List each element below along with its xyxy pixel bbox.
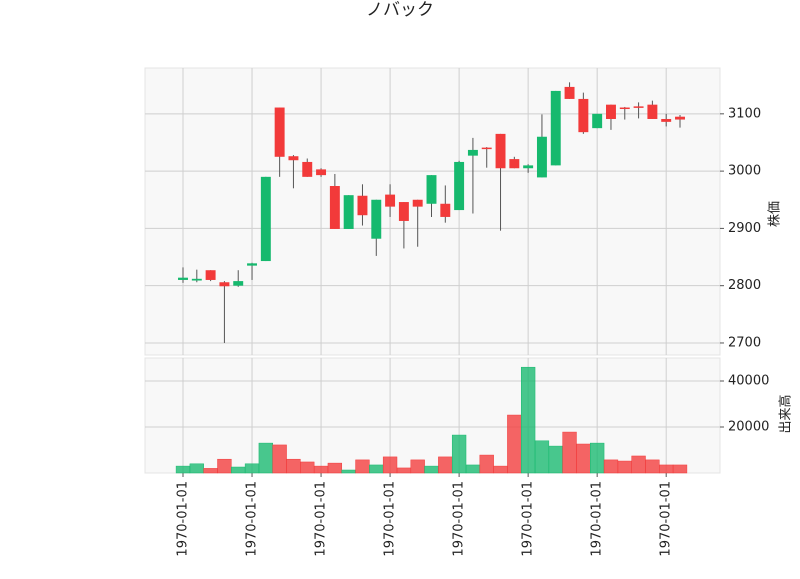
candle-body: [661, 118, 672, 122]
candle-body: [550, 90, 561, 166]
candle-body: [633, 106, 644, 108]
volume-bar: [341, 469, 356, 474]
candle-body: [675, 116, 685, 120]
x-tick-label: 1970-01-01: [590, 481, 605, 557]
volume-bar: [382, 456, 398, 474]
candle-body: [495, 133, 506, 169]
volume-bar: [410, 459, 425, 474]
volume-bar: [603, 459, 619, 474]
volume-bar: [548, 445, 563, 474]
volume-bar: [189, 463, 204, 474]
candle-body: [343, 195, 354, 229]
candle-body: [564, 86, 575, 99]
candle-body: [329, 186, 340, 229]
x-tick-label: 1970-01-01: [314, 481, 329, 557]
candle-body: [592, 113, 603, 129]
volume-bar: [203, 468, 218, 474]
candle-body: [219, 282, 230, 287]
volume-bar: [286, 458, 301, 474]
volume-bar: [355, 459, 370, 474]
volume-bar: [645, 459, 660, 474]
candle-body: [606, 104, 616, 119]
candle-body: [481, 147, 492, 150]
candle-body: [357, 195, 368, 216]
volume-bar: [258, 442, 273, 474]
y-tick-label: 3100: [728, 106, 761, 121]
volume-bar: [534, 440, 550, 474]
candle-body: [371, 199, 382, 239]
volume-tick-label: 20000: [728, 420, 769, 435]
candle-body: [260, 176, 271, 262]
volume-bar: [175, 465, 191, 474]
candle-body: [619, 107, 630, 110]
volume-bar: [231, 466, 246, 474]
candle-body: [454, 161, 465, 211]
volume-bar: [590, 442, 605, 474]
candle-body: [247, 263, 257, 266]
candle-body: [316, 169, 327, 176]
x-tick-label: 1970-01-01: [383, 481, 398, 557]
volume-bar: [672, 464, 688, 474]
volume-bar: [659, 464, 674, 474]
candle-body: [302, 161, 313, 177]
x-tick-label: 1970-01-01: [659, 481, 674, 557]
y-axis-label: 株価: [768, 201, 783, 227]
candle-body: [398, 202, 409, 221]
volume-bar: [493, 465, 508, 474]
volume-bar: [576, 443, 591, 474]
volume-bar: [507, 414, 522, 474]
candle-body: [274, 107, 285, 157]
y-tick-label: 2800: [728, 278, 761, 293]
candle-body: [426, 175, 437, 204]
candle-body: [178, 277, 188, 280]
candle-body: [440, 203, 451, 217]
volume-panel: [144, 357, 721, 474]
candle-body: [647, 104, 658, 119]
price-panel: [144, 67, 721, 356]
candle-body: [385, 194, 396, 207]
volume-bar: [272, 444, 287, 474]
volume-bar: [300, 461, 315, 474]
x-tick-label: 1970-01-01: [521, 481, 536, 557]
x-tick-label: 1970-01-01: [452, 481, 467, 557]
volume-axis-label: 出来高: [778, 394, 794, 433]
x-tick-label: 1970-01-01: [245, 481, 260, 557]
chart-title: ノバック: [366, 0, 434, 20]
volume-bar: [424, 465, 439, 474]
candle-body: [536, 136, 547, 178]
y-tick-label: 3000: [728, 164, 761, 179]
volume-bar: [631, 455, 646, 474]
x-tick-label: 1970-01-01: [176, 481, 191, 557]
candle-body: [578, 98, 589, 133]
candle-body: [191, 278, 202, 281]
candle-body: [233, 281, 244, 286]
volume-bar: [617, 460, 632, 474]
candle-body: [509, 159, 520, 169]
volume-bar: [313, 465, 329, 474]
candle-body: [205, 270, 216, 280]
candle-body: [412, 199, 423, 207]
volume-bar: [396, 467, 412, 474]
volume-bar: [520, 366, 536, 474]
volume-bar: [369, 464, 384, 474]
volume-bar: [479, 454, 494, 474]
volume-bar: [465, 464, 481, 474]
candle-body: [467, 149, 478, 156]
y-tick-label: 2900: [728, 221, 761, 236]
volume-bar: [451, 434, 467, 474]
candle-body: [288, 156, 299, 161]
volume-bar: [438, 456, 453, 474]
volume-bar: [327, 462, 343, 474]
volume-bar: [562, 431, 577, 474]
volume-bar: [217, 458, 232, 474]
volume-tick-label: 40000: [728, 374, 769, 389]
candle-body: [523, 165, 534, 169]
y-tick-label: 2700: [728, 335, 761, 350]
volume-bar: [244, 463, 260, 474]
